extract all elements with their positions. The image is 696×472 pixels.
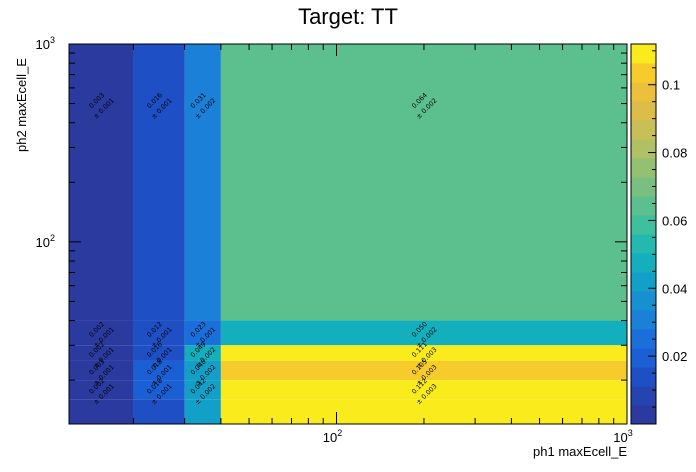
colorbar-swatch: [631, 139, 656, 159]
heatmap-cell: [184, 360, 221, 381]
colorbar-swatch: [631, 63, 656, 83]
colorbar-swatch: [631, 101, 656, 121]
colorbar-tick-label: 0.04: [662, 281, 687, 296]
colorbar-swatch: [631, 348, 656, 368]
heatmap-cells: [69, 44, 628, 424]
colorbar: 0.02 0.04 0.06 0.08 0.1: [630, 43, 687, 425]
heatmap-cell: [133, 44, 185, 321]
y-tick-label: 103: [36, 35, 55, 52]
x-axis-title: ph1 maxEcell_E: [533, 444, 627, 459]
colorbar-swatch: [631, 367, 656, 387]
heatmap-cell: [69, 345, 134, 361]
colorbar-swatch: [631, 310, 656, 330]
heatmap-cell: [184, 345, 221, 361]
heatmap-cell: [69, 360, 134, 381]
colorbar-swatch: [631, 215, 656, 235]
colorbar-swatch: [631, 234, 656, 254]
colorbar-tick-label: 0.08: [662, 146, 687, 161]
colorbar-swatch: [631, 272, 656, 292]
colorbar-swatch: [631, 120, 656, 140]
heatmap-cell: [220, 380, 628, 400]
colorbar-tick-label: 0.06: [662, 213, 687, 228]
heatmap-cell: [133, 380, 185, 400]
colorbar-swatch: [631, 386, 656, 406]
colorbar-swatch: [631, 291, 656, 311]
heatmap-cell: [184, 44, 221, 321]
heatmap-cell: [133, 399, 185, 424]
colorbar-tick-label: 0.1: [662, 78, 680, 93]
colorbar-swatch: [631, 158, 656, 178]
heatmap-cell: [69, 320, 134, 346]
heatmap-cell: [220, 345, 628, 361]
heatmap-cell: [220, 44, 628, 321]
plot-frame: [68, 43, 628, 425]
heatmap-cell: [69, 44, 134, 321]
heatmap-cell: [184, 320, 221, 346]
heatmap-cell: [69, 399, 134, 424]
heatmap-cell: [133, 360, 185, 381]
y-axis-title: ph2 maxEcell_E: [14, 58, 29, 152]
heatmap-cell: [184, 380, 221, 400]
x-tick-label: 103: [613, 428, 632, 445]
heatmap-cell: [220, 360, 628, 381]
heatmap-cell: [184, 399, 221, 424]
heatmap-cell: [69, 380, 134, 400]
x-tick-label: 102: [323, 428, 342, 445]
heatmap-cell: [133, 320, 185, 346]
colorbar-frame: [630, 43, 657, 425]
chart-title: Target: TT: [298, 4, 398, 29]
colorbar-swatch: [631, 44, 656, 64]
y-tick-label: 102: [36, 233, 55, 250]
colorbar-swatch: [631, 405, 656, 425]
heatmap-cell: [133, 345, 185, 361]
colorbar-swatch: [631, 253, 656, 273]
colorbar-swatch: [631, 329, 656, 349]
heatmap-cell: [220, 320, 628, 346]
colorbar-tick-label: 0.02: [662, 349, 687, 364]
colorbar-swatch: [631, 177, 656, 197]
colorbar-swatch: [631, 82, 656, 102]
colorbar-swatch: [631, 196, 656, 216]
